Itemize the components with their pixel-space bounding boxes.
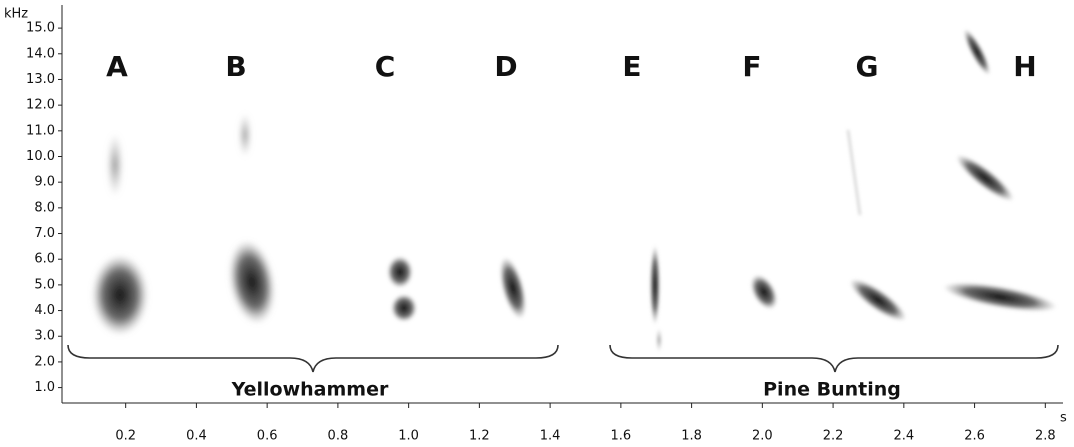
syllable-label: D <box>494 50 517 83</box>
syllable-label: F <box>742 50 761 83</box>
x-tick-label: 0.8 <box>328 429 349 444</box>
syllable-label: C <box>375 50 396 83</box>
group-label: Pine Bunting <box>763 379 901 401</box>
y-tick-label: 8.0 <box>34 200 55 215</box>
y-tick-label: 1.0 <box>34 380 55 395</box>
x-tick-label: 2.2 <box>823 429 844 444</box>
group-label: Yellowhammer <box>231 379 389 401</box>
group-braces <box>67 344 1059 373</box>
x-tick-label: 1.4 <box>540 429 561 444</box>
y-tick-label: 3.0 <box>34 329 55 344</box>
y-tick-label: 15.0 <box>26 21 55 36</box>
brace <box>609 344 1059 373</box>
spectrogram-image <box>92 28 1058 352</box>
y-tick-label: 9.0 <box>34 175 55 190</box>
y-tick-label: 4.0 <box>34 303 55 318</box>
x-tick-label: 2.6 <box>964 429 985 444</box>
y-tick-label: 10.0 <box>26 149 55 164</box>
y-tick-label: 12.0 <box>26 98 55 113</box>
x-tick-label: 0.2 <box>115 429 136 444</box>
x-tick-label: 1.8 <box>681 429 702 444</box>
y-tick-label: 14.0 <box>26 46 55 61</box>
y-axis-label: kHz <box>4 7 28 22</box>
syllable-label: H <box>1013 50 1036 83</box>
y-tick-label: 11.0 <box>26 123 55 138</box>
x-tick-label: 2.0 <box>752 429 773 444</box>
y-tick-label: 7.0 <box>34 226 55 241</box>
x-tick-label: 0.6 <box>257 429 278 444</box>
syllable-label: G <box>856 50 879 83</box>
x-tick-label: 1.6 <box>611 429 632 444</box>
y-tick-label: 5.0 <box>34 277 55 292</box>
syllable-label: E <box>622 50 641 83</box>
y-tick-label: 13.0 <box>26 72 55 87</box>
brace <box>67 344 559 373</box>
x-tick-label: 1.2 <box>469 429 490 444</box>
x-tick-label: 2.4 <box>893 429 914 444</box>
x-tick-label: 1.0 <box>398 429 419 444</box>
syllable-label: A <box>106 50 128 83</box>
x-tick-label: 2.8 <box>1035 429 1056 444</box>
y-tick-label: 6.0 <box>34 252 55 267</box>
x-axis-label: s <box>1060 411 1067 426</box>
y-tick-label: 2.0 <box>34 354 55 369</box>
syllable-label: B <box>225 50 246 83</box>
x-tick-label: 0.4 <box>186 429 207 444</box>
